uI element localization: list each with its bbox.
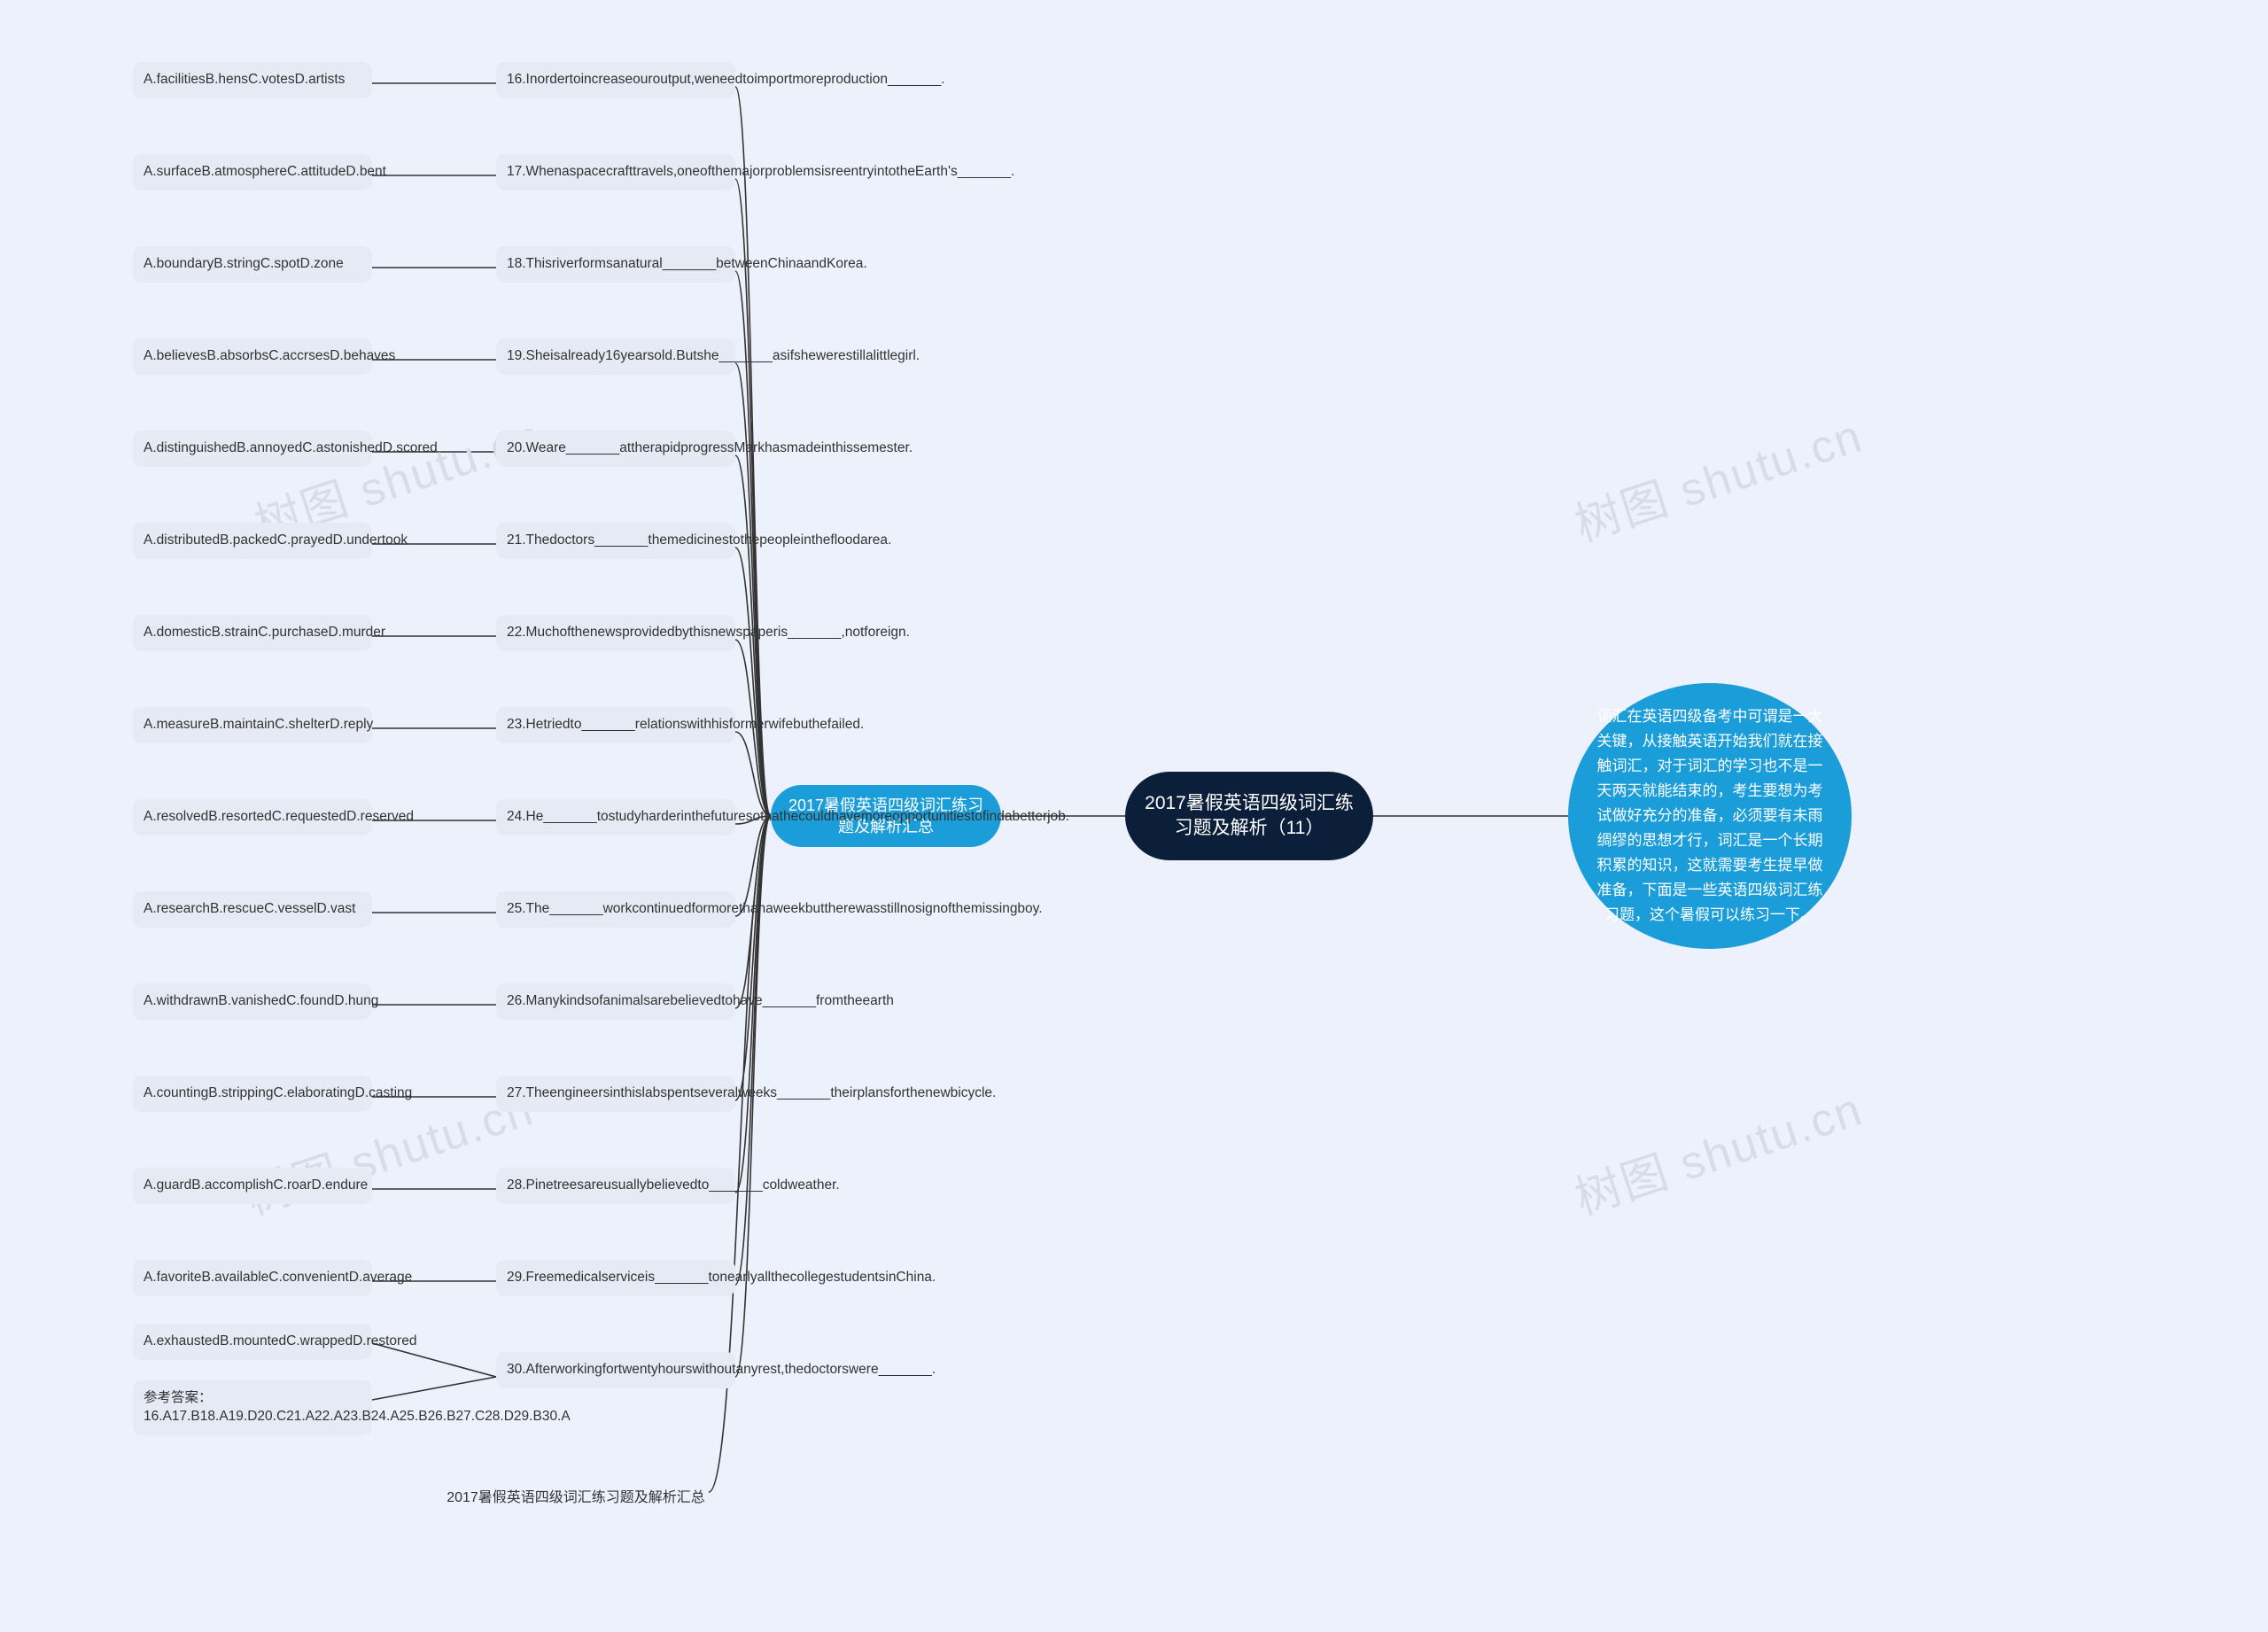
- options-26: A.withdrawnB.vanishedC.foundD.hung: [133, 983, 372, 1020]
- question-29: 29.Freemedicalserviceis_______tonearlyal…: [496, 1260, 735, 1296]
- options-30: A.exhaustedB.mountedC.wrappedD.restored: [133, 1324, 372, 1360]
- question-25: 25.The_______workcontinuedformorethanawe…: [496, 891, 735, 928]
- options-28: A.guardB.accomplishC.roarD.endure: [133, 1168, 372, 1204]
- root-node[interactable]: 2017暑假英语四级词汇练习题及解析（11）: [1125, 772, 1373, 860]
- options-25: A.researchB.rescueC.vesselD.vast: [133, 891, 372, 928]
- answer-key: 参考答案：16.A17.B18.A19.D20.C21.A22.A23.B24.…: [133, 1380, 372, 1435]
- question-19: 19.Sheisalready16yearsold.Butshe_______a…: [496, 338, 735, 375]
- options-22: A.domesticB.strainC.purchaseD.murder: [133, 615, 372, 651]
- options-20: A.distinguishedB.annoyedC.astonishedD.sc…: [133, 431, 372, 467]
- question-30: 30.Afterworkingfortwentyhourswithoutanyr…: [496, 1352, 735, 1388]
- options-18: A.boundaryB.stringC.spotD.zone: [133, 246, 372, 283]
- options-23: A.measureB.maintainC.shelterD.reply: [133, 707, 372, 743]
- question-20: 20.Weare_______attherapidprogressMarkhas…: [496, 431, 735, 467]
- question-22: 22.Muchofthenewsprovidedbythisnewspaperi…: [496, 615, 735, 651]
- question-28: 28.Pinetreesareusuallybelievedto_______c…: [496, 1168, 735, 1204]
- question-27: 27.Theengineersinthislabspentseveralweek…: [496, 1076, 735, 1112]
- options-29: A.favoriteB.availableC.convenientD.avera…: [133, 1260, 372, 1296]
- options-17: A.surfaceB.atmosphereC.attitudeD.bent: [133, 154, 372, 190]
- options-16: A.facilitiesB.hensC.votesD.artists: [133, 62, 372, 98]
- question-23: 23.Hetriedto_______relationswithhisforme…: [496, 707, 735, 743]
- options-19: A.believesB.absorbsC.accrsesD.behaves: [133, 338, 372, 375]
- question-16: 16.Inordertoincreaseouroutput,weneedtoim…: [496, 62, 735, 98]
- watermark: 树图 shutu.cn: [1565, 1072, 1870, 1227]
- question-17: 17.Whenaspacecrafttravels,oneofthemajorp…: [496, 154, 735, 190]
- options-21: A.distributedB.packedC.prayedD.undertook: [133, 523, 372, 559]
- question-26: 26.Manykindsofanimalsarebelievedtohave__…: [496, 983, 735, 1020]
- question-18: 18.Thisriverformsanatural_______betweenC…: [496, 246, 735, 283]
- tail-node: 2017暑假英语四级词汇练习题及解析汇总: [425, 1480, 726, 1517]
- options-24: A.resolvedB.resortedC.requestedD.reserve…: [133, 799, 372, 835]
- question-21: 21.Thedoctors_______themedicinestothepeo…: [496, 523, 735, 559]
- description-node: 词汇在英语四级备考中可谓是一大关键，从接触英语开始我们就在接触词汇，对于词汇的学…: [1568, 683, 1852, 949]
- question-24: 24.He_______tostudyharderinthefuturesoth…: [496, 799, 735, 835]
- watermark: 树图 shutu.cn: [1565, 399, 1870, 554]
- options-27: A.countingB.strippingC.elaboratingD.cast…: [133, 1076, 372, 1112]
